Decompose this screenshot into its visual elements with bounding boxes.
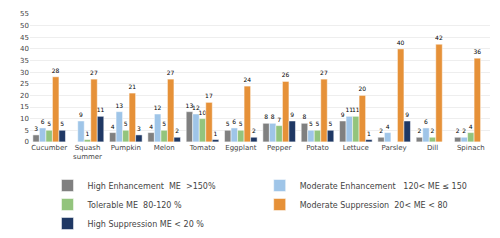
svg-text:5: 5 (239, 120, 243, 127)
svg-text:9: 9 (405, 111, 409, 118)
svg-text:2: 2 (456, 127, 460, 134)
svg-text:1: 1 (367, 130, 371, 137)
svg-text:5: 5 (47, 120, 51, 127)
svg-text:2: 2 (431, 127, 435, 134)
svg-text:10: 10 (199, 109, 207, 116)
svg-text:9: 9 (79, 111, 83, 118)
svg-text:11: 11 (97, 106, 105, 113)
svg-text:High Enhancement ME >150%: High Enhancement ME >150% (88, 182, 216, 191)
svg-text:2: 2 (175, 127, 179, 134)
svg-text:6: 6 (41, 118, 45, 125)
svg-text:40: 40 (20, 45, 29, 53)
svg-text:27: 27 (90, 69, 98, 76)
svg-text:24: 24 (243, 76, 251, 83)
svg-text:10: 10 (20, 115, 29, 123)
svg-text:5: 5 (226, 120, 230, 127)
svg-text:5: 5 (309, 120, 313, 127)
svg-text:5: 5 (124, 120, 128, 127)
svg-text:27: 27 (167, 69, 175, 76)
svg-text:8: 8 (302, 113, 306, 120)
svg-text:12: 12 (192, 104, 200, 111)
svg-text:7: 7 (277, 116, 281, 123)
svg-text:6: 6 (424, 118, 428, 125)
svg-text:55: 55 (20, 10, 29, 18)
svg-text:21: 21 (128, 83, 136, 90)
svg-text:8: 8 (264, 113, 268, 120)
svg-text:Pumpkin: Pumpkin (111, 144, 141, 152)
svg-text:17: 17 (205, 92, 213, 99)
svg-text:45: 45 (20, 34, 29, 42)
svg-text:Squashsummer: Squashsummer (73, 144, 102, 161)
svg-text:15: 15 (20, 103, 29, 111)
svg-text:2: 2 (462, 127, 466, 134)
svg-text:5: 5 (316, 120, 320, 127)
svg-text:4: 4 (469, 123, 473, 130)
svg-text:Tolerable ME 80-120 %: Tolerable ME 80-120 % (87, 201, 182, 210)
svg-text:5: 5 (60, 120, 64, 127)
svg-text:25: 25 (20, 80, 29, 88)
svg-text:20: 20 (20, 92, 29, 100)
svg-text:Cucumber: Cucumber (31, 144, 67, 152)
svg-text:42: 42 (435, 34, 443, 41)
svg-text:Moderate Suppression 20< ME <: Moderate Suppression 20< ME < 80 (300, 201, 448, 210)
svg-text:2: 2 (379, 127, 383, 134)
svg-text:5: 5 (25, 127, 29, 135)
svg-text:20: 20 (358, 85, 366, 92)
svg-text:High Suppression ME < 20 %: High Suppression ME < 20 % (88, 220, 205, 229)
svg-text:8: 8 (271, 113, 275, 120)
svg-text:3: 3 (137, 125, 141, 132)
svg-text:5: 5 (329, 120, 333, 127)
svg-text:40: 40 (397, 39, 405, 46)
svg-text:13: 13 (186, 102, 194, 109)
svg-text:13: 13 (115, 102, 123, 109)
svg-text:Lettuce: Lettuce (343, 144, 369, 152)
svg-text:Spinach: Spinach (457, 144, 485, 152)
svg-text:Dill: Dill (427, 144, 438, 152)
svg-text:Parsley: Parsley (382, 144, 407, 152)
svg-text:9: 9 (290, 111, 294, 118)
svg-text:2: 2 (417, 127, 421, 134)
svg-text:4: 4 (111, 123, 115, 130)
svg-text:Pepper: Pepper (267, 144, 291, 152)
svg-text:Melon: Melon (154, 144, 175, 152)
svg-text:0: 0 (25, 138, 29, 146)
svg-text:12: 12 (154, 104, 162, 111)
svg-text:30: 30 (20, 69, 29, 77)
svg-text:9: 9 (341, 111, 345, 118)
svg-text:Tomato: Tomato (189, 144, 216, 152)
svg-text:Potato: Potato (306, 144, 328, 152)
svg-text:35: 35 (20, 57, 29, 65)
svg-text:27: 27 (320, 69, 328, 76)
svg-text:2: 2 (252, 127, 256, 134)
svg-text:50: 50 (20, 22, 29, 30)
svg-text:Moderate Enhancement 120< ME: Moderate Enhancement 120< ME ≤ 150 (300, 182, 467, 191)
svg-text:4: 4 (386, 123, 390, 130)
svg-text:11: 11 (345, 106, 353, 113)
svg-text:1: 1 (86, 130, 90, 137)
svg-text:36: 36 (473, 48, 481, 55)
svg-text:3: 3 (34, 125, 38, 132)
svg-text:28: 28 (52, 67, 60, 74)
svg-text:Eggplant: Eggplant (225, 144, 256, 152)
svg-text:4: 4 (149, 123, 153, 130)
svg-text:1: 1 (214, 130, 218, 137)
svg-text:11: 11 (352, 106, 360, 113)
svg-text:5: 5 (162, 120, 166, 127)
svg-text:26: 26 (282, 71, 290, 78)
svg-text:6: 6 (232, 118, 236, 125)
